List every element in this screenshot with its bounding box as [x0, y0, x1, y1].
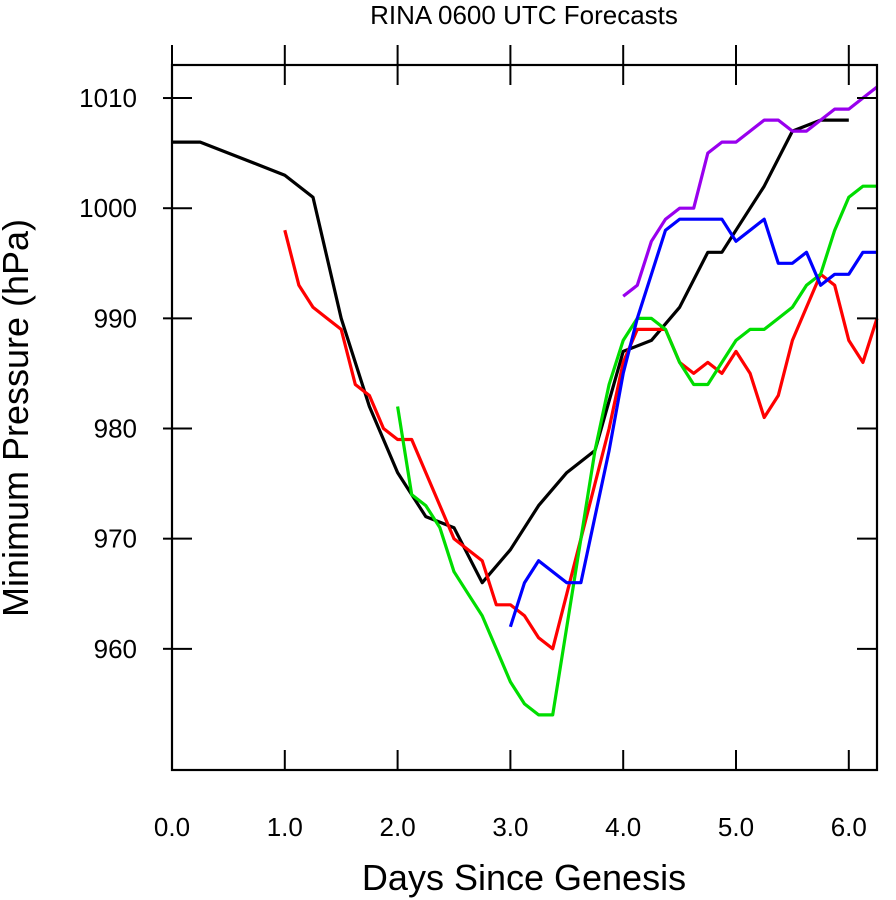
series-layer [172, 85, 879, 717]
chart-title: RINA 0600 UTC Forecasts [370, 0, 678, 30]
series-line-4 [622, 85, 878, 298]
y-axis-title: Minimum Pressure (hPa) [0, 219, 36, 617]
x-tick-label: 3.0 [492, 812, 528, 842]
x-axis-title: Days Since Genesis [362, 857, 686, 898]
x-tick-label: 2.0 [380, 812, 416, 842]
x-tick-label: 4.0 [605, 812, 641, 842]
y-tick-label: 960 [94, 634, 137, 664]
y-tick-label: 990 [94, 303, 137, 333]
y-tick-label: 970 [94, 524, 137, 554]
series-line-1 [283, 229, 879, 651]
series-line-2 [396, 184, 877, 717]
y-tick-label: 1010 [79, 83, 137, 113]
x-tick-label: 0.0 [154, 812, 190, 842]
plot-frame [170, 63, 879, 772]
x-tick-label: 6.0 [831, 812, 867, 842]
y-tick-label: 1000 [79, 193, 137, 223]
tick-layer: 0.0 1.0 2.0 3.0 4.0 5.0 6.0 960 970 980 990 1000 101… [79, 45, 877, 842]
x-tick-label: 1.0 [267, 812, 303, 842]
x-tick-label: 5.0 [718, 812, 754, 842]
series-line-0 [172, 118, 849, 585]
y-tick-label: 980 [94, 414, 137, 444]
series-line-3 [508, 217, 877, 628]
